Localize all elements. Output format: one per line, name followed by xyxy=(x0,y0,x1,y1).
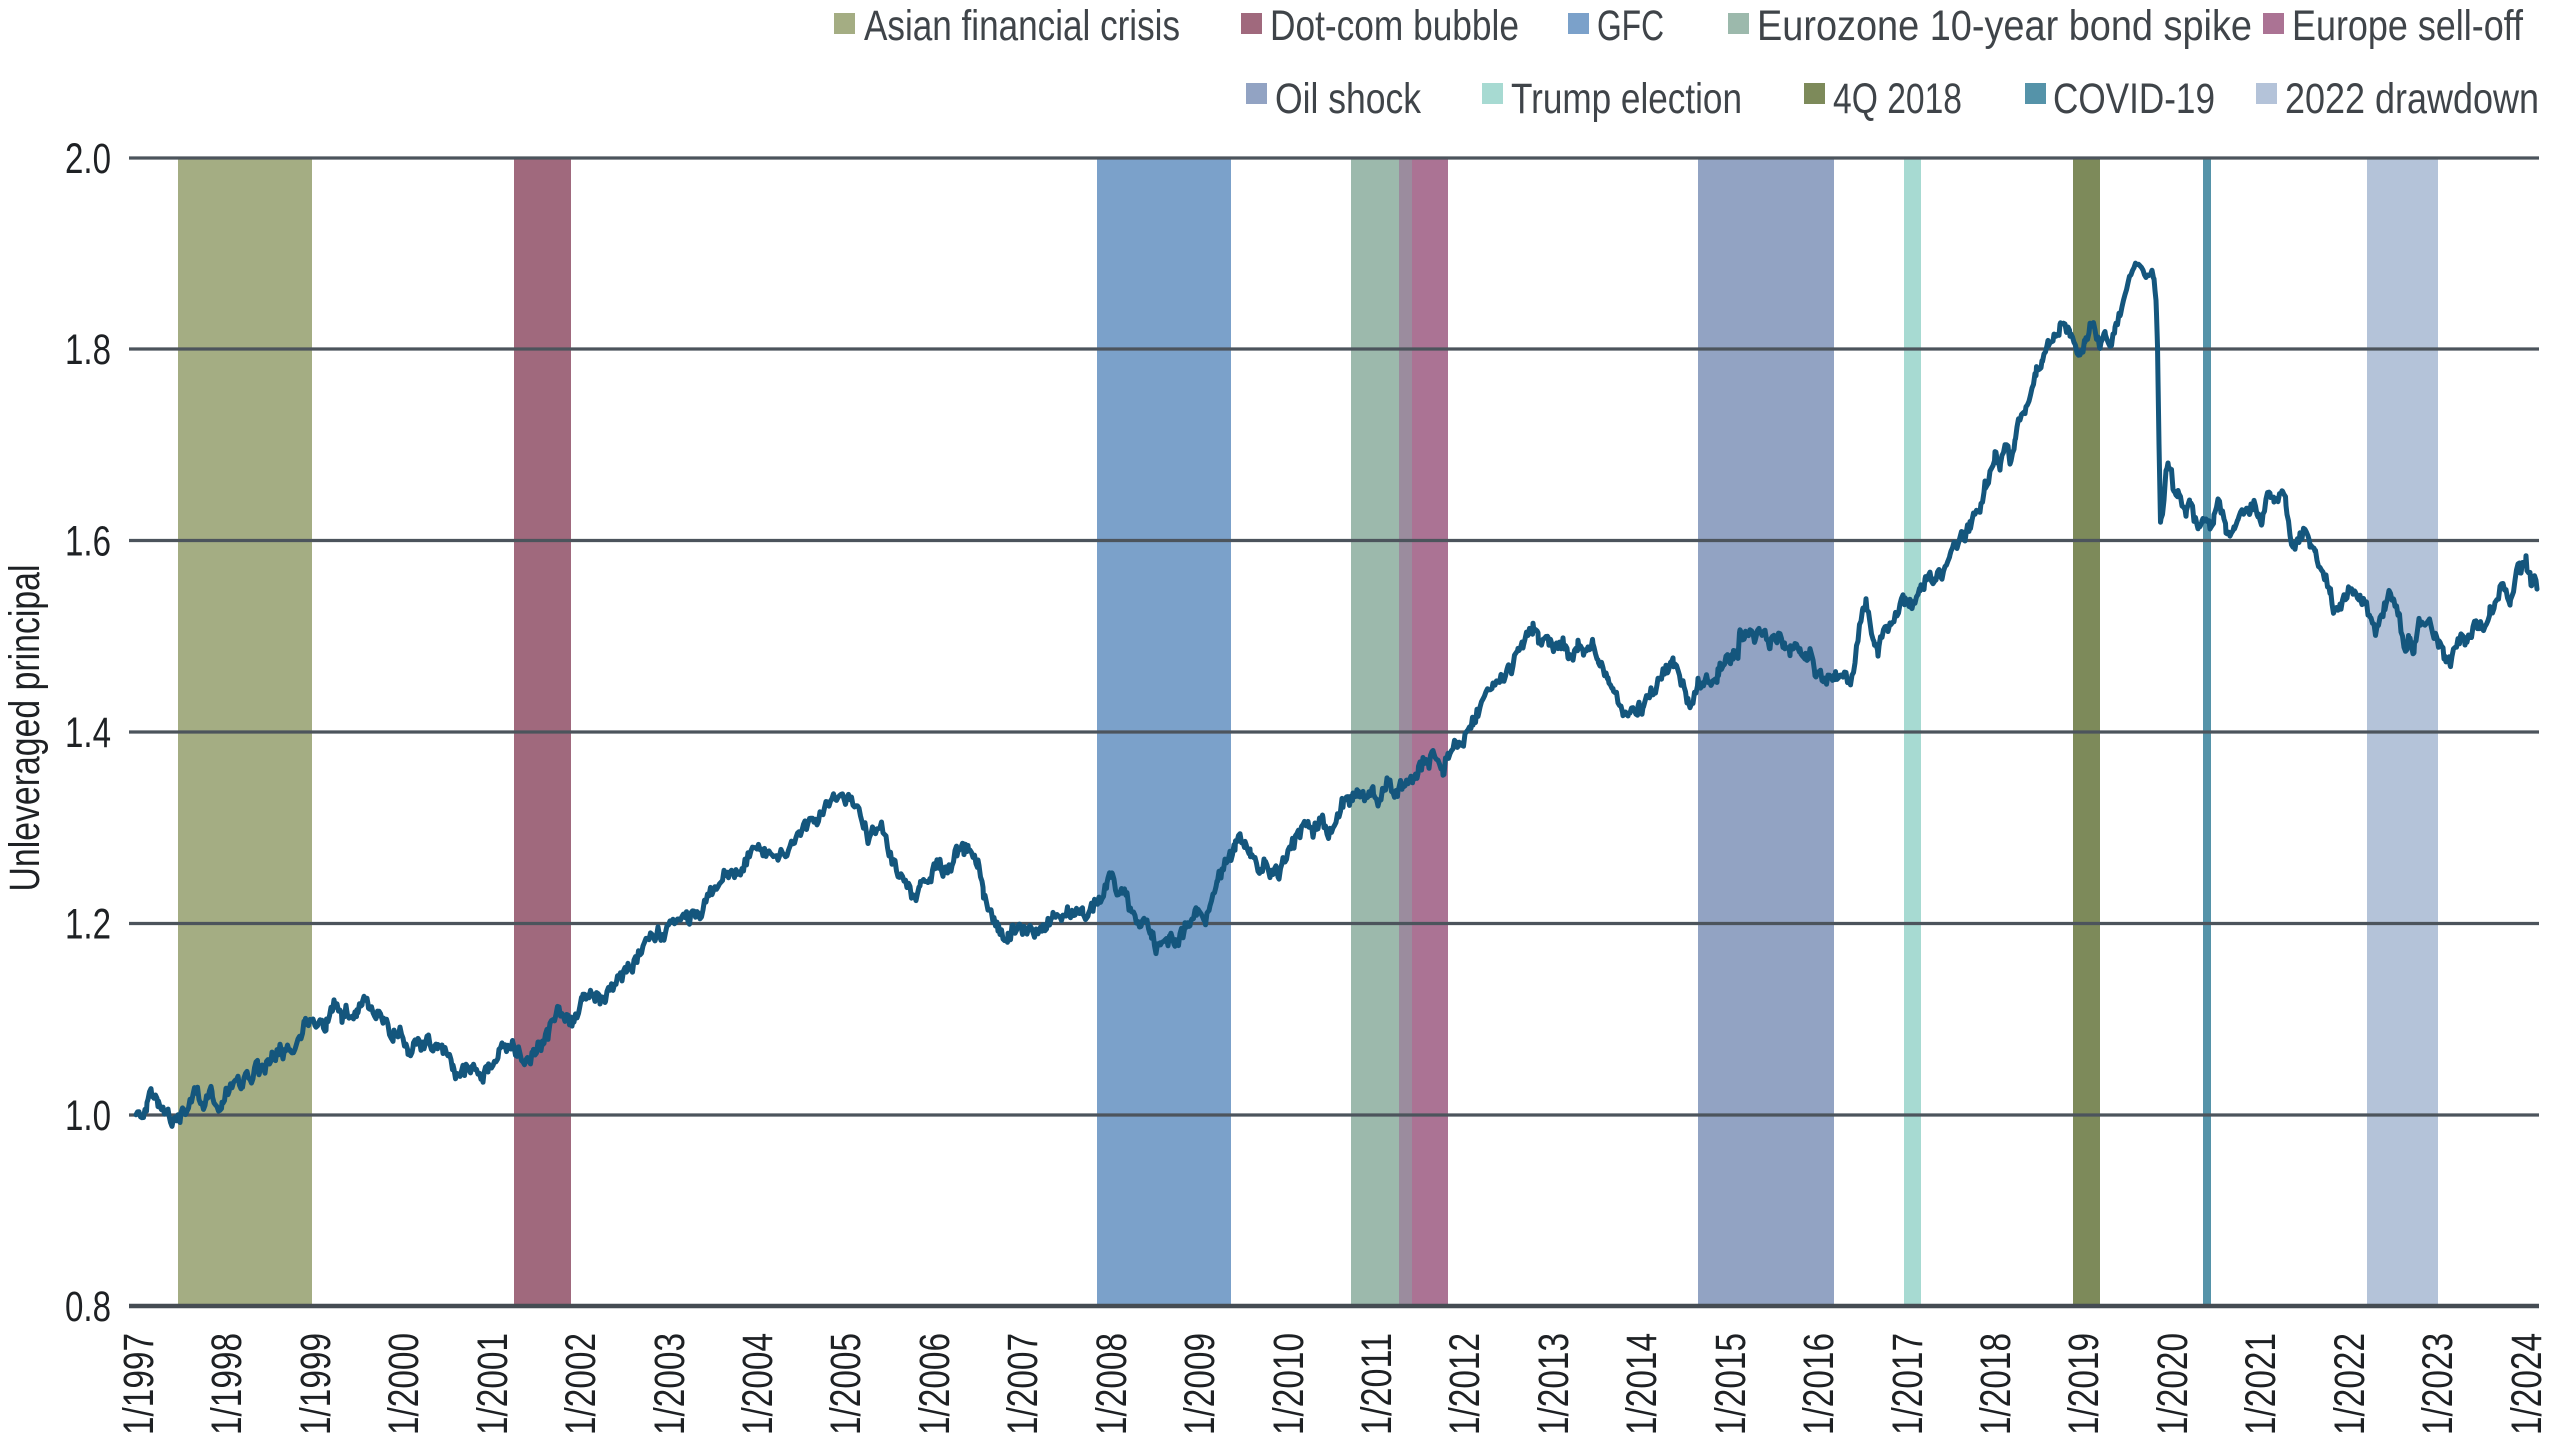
svg-text:0.8: 0.8 xyxy=(65,1283,111,1331)
svg-text:1.2: 1.2 xyxy=(65,901,111,949)
svg-text:1/2012: 1/2012 xyxy=(1441,1333,1489,1435)
svg-text:1/2013: 1/2013 xyxy=(1530,1333,1578,1435)
svg-text:Eurozone 10-year bond spike: Eurozone 10-year bond spike xyxy=(1757,2,2252,50)
svg-text:Dot-com bubble: Dot-com bubble xyxy=(1270,2,1519,50)
svg-text:Asian financial crisis: Asian financial crisis xyxy=(864,2,1180,50)
svg-text:1/2022: 1/2022 xyxy=(2326,1333,2374,1435)
svg-text:1/2010: 1/2010 xyxy=(1265,1333,1313,1435)
svg-text:1/2006: 1/2006 xyxy=(911,1333,959,1435)
svg-text:4Q 2018: 4Q 2018 xyxy=(1833,75,1962,123)
svg-text:1/2020: 1/2020 xyxy=(2149,1333,2197,1435)
svg-text:1/2007: 1/2007 xyxy=(999,1333,1047,1435)
svg-text:Oil shock: Oil shock xyxy=(1275,75,1421,123)
svg-text:1/2004: 1/2004 xyxy=(734,1333,782,1435)
svg-text:1/2001: 1/2001 xyxy=(469,1333,517,1435)
svg-text:1/2024: 1/2024 xyxy=(2503,1333,2551,1435)
svg-text:1/2021: 1/2021 xyxy=(2237,1333,2285,1435)
svg-text:1/2015: 1/2015 xyxy=(1707,1333,1755,1435)
svg-text:Unleveraged principal: Unleveraged principal xyxy=(1,565,49,892)
svg-text:1/2005: 1/2005 xyxy=(822,1333,870,1435)
svg-text:1/2011: 1/2011 xyxy=(1353,1333,1401,1435)
svg-text:GFC: GFC xyxy=(1597,2,1664,50)
svg-text:1/2003: 1/2003 xyxy=(646,1333,694,1435)
svg-text:1.6: 1.6 xyxy=(65,518,111,566)
svg-text:COVID-19: COVID-19 xyxy=(2053,75,2215,123)
svg-text:1/2014: 1/2014 xyxy=(1618,1333,1666,1435)
svg-text:2.0: 2.0 xyxy=(65,135,111,183)
svg-text:1/2023: 1/2023 xyxy=(2414,1333,2462,1435)
svg-text:1.4: 1.4 xyxy=(65,709,111,757)
svg-text:1/2017: 1/2017 xyxy=(1884,1333,1932,1435)
svg-text:2022 drawdown: 2022 drawdown xyxy=(2285,75,2539,123)
svg-text:1/2018: 1/2018 xyxy=(1972,1333,2020,1435)
svg-text:1.0: 1.0 xyxy=(65,1092,111,1140)
svg-text:1/2009: 1/2009 xyxy=(1176,1333,1224,1435)
svg-text:1/2002: 1/2002 xyxy=(557,1333,605,1435)
svg-text:1/2019: 1/2019 xyxy=(2060,1333,2108,1435)
svg-text:1/2016: 1/2016 xyxy=(1795,1333,1843,1435)
svg-text:1/1998: 1/1998 xyxy=(203,1333,251,1435)
svg-text:1/2000: 1/2000 xyxy=(380,1333,428,1435)
svg-text:1.8: 1.8 xyxy=(65,326,111,374)
svg-text:1/2008: 1/2008 xyxy=(1088,1333,1136,1435)
svg-text:1/1997: 1/1997 xyxy=(115,1333,163,1435)
svg-text:1/1999: 1/1999 xyxy=(292,1333,340,1435)
svg-text:Trump election: Trump election xyxy=(1511,75,1742,123)
svg-text:Europe sell-off: Europe sell-off xyxy=(2292,2,2524,50)
